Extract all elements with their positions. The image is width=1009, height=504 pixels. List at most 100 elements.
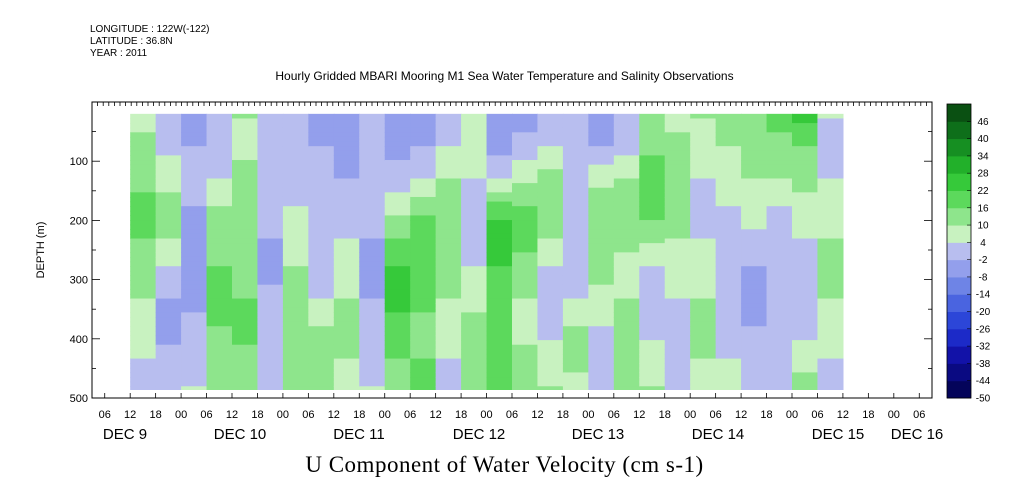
heatmap-cell <box>130 178 157 184</box>
heatmap-cell <box>181 317 208 323</box>
heatmap-cell <box>257 229 284 235</box>
heatmap-cell <box>181 353 208 360</box>
heatmap-cell <box>537 233 564 240</box>
heatmap-cell <box>613 312 640 318</box>
heatmap-cell <box>181 372 208 378</box>
heatmap-cell <box>588 238 615 244</box>
heatmap-cell <box>461 270 488 277</box>
heatmap-cell <box>410 377 437 383</box>
heatmap-cell <box>817 335 844 341</box>
heatmap-cell <box>715 303 742 309</box>
heatmap-cell <box>690 256 717 263</box>
heatmap-cell <box>333 127 360 133</box>
heatmap-cell <box>715 247 742 253</box>
heatmap-cell <box>155 123 182 129</box>
heatmap-cell <box>206 293 233 300</box>
x-tick-label: 00 <box>480 409 492 421</box>
heatmap-cell <box>588 201 615 207</box>
heatmap-cell <box>181 335 208 341</box>
heatmap-cell <box>359 178 386 184</box>
heatmap-cell <box>384 358 411 364</box>
heatmap-cell <box>359 280 386 286</box>
heatmap-cell <box>792 326 819 332</box>
heatmap-cell <box>664 169 691 175</box>
heatmap-cell <box>410 358 437 364</box>
heatmap-cell <box>155 155 182 161</box>
x-tick-label: 18 <box>557 409 569 421</box>
heatmap-cell <box>613 243 640 249</box>
heatmap-cell <box>333 113 360 120</box>
heatmap-cell <box>690 284 717 290</box>
heatmap-cell <box>588 326 615 332</box>
heatmap-cell <box>664 363 691 369</box>
heatmap-cell <box>461 386 488 390</box>
heatmap-cell <box>817 298 844 304</box>
heatmap-cell <box>257 220 284 226</box>
heatmap-cell <box>766 358 793 364</box>
heatmap-cell <box>181 201 208 207</box>
heatmap-cell <box>562 270 589 277</box>
heatmap-cell <box>562 317 589 323</box>
heatmap-cell <box>512 201 539 207</box>
heatmap-cell <box>308 113 335 120</box>
heatmap-cell <box>308 381 335 387</box>
heatmap-cell <box>359 155 386 161</box>
heatmap-cell <box>308 349 335 355</box>
heatmap-cell <box>817 183 844 189</box>
heatmap-cell <box>537 349 564 355</box>
heatmap-cell <box>664 293 691 300</box>
heatmap-cell <box>741 173 768 180</box>
heatmap-cell <box>715 196 742 203</box>
heatmap-cell <box>333 150 360 156</box>
heatmap-cell <box>410 252 437 258</box>
heatmap-cell <box>715 187 742 193</box>
heatmap-cell <box>461 321 488 327</box>
heatmap-cell <box>410 196 437 203</box>
heatmap-cell <box>181 326 208 332</box>
x-tick-label: 18 <box>455 409 467 421</box>
heatmap-cell <box>512 243 539 249</box>
heatmap-cell <box>333 229 360 235</box>
heatmap-cell <box>359 150 386 156</box>
heatmap-cell <box>359 256 386 263</box>
heatmap-cell <box>537 192 564 198</box>
heatmap-cell <box>181 386 208 390</box>
heatmap-cell <box>817 270 844 277</box>
heatmap-cell <box>308 206 335 212</box>
heatmap-cell <box>435 141 462 147</box>
heatmap-cell <box>461 169 488 175</box>
heatmap-cell <box>384 201 411 207</box>
heatmap-cell <box>257 335 284 341</box>
heatmap-cell <box>282 210 309 217</box>
heatmap-cell <box>690 303 717 309</box>
heatmap-cell <box>639 141 666 147</box>
heatmap-cell <box>359 215 386 221</box>
heatmap-cell <box>512 358 539 364</box>
heatmap-cell <box>792 363 819 369</box>
heatmap-cell <box>257 178 284 184</box>
heatmap-cell <box>155 353 182 360</box>
heatmap-cell <box>639 127 666 133</box>
heatmap-cell <box>155 298 182 304</box>
heatmap-cell <box>206 229 233 235</box>
heatmap-cell <box>512 266 539 272</box>
heatmap-cell <box>741 261 768 267</box>
heatmap-cell <box>232 317 259 323</box>
heatmap-cell <box>715 321 742 327</box>
heatmap-cell <box>792 183 819 189</box>
heatmap-cell <box>181 367 208 374</box>
heatmap-cell <box>613 123 640 129</box>
heatmap-cell <box>613 192 640 198</box>
x-tick-label: 18 <box>150 409 162 421</box>
heatmap-cell <box>766 256 793 263</box>
heatmap-cell <box>155 358 182 364</box>
heatmap-cell <box>486 113 513 120</box>
heatmap-cell <box>206 275 233 281</box>
heatmap-cell <box>435 349 462 355</box>
heatmap-cell <box>639 298 666 304</box>
heatmap-cell <box>206 266 233 272</box>
heatmap-cell <box>130 155 157 161</box>
heatmap-cell <box>333 247 360 253</box>
heatmap-cell <box>410 312 437 318</box>
colorbar-label: -2 <box>979 255 988 266</box>
